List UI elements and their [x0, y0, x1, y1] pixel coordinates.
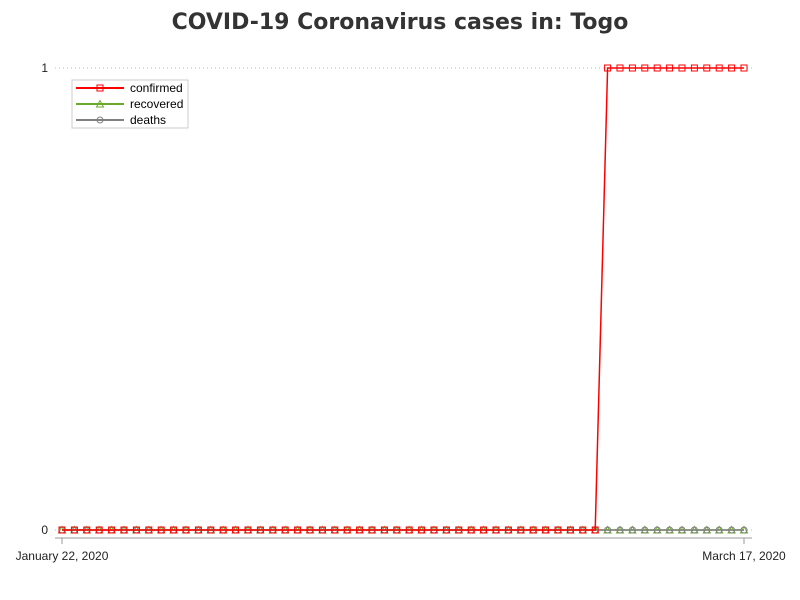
confirmed-point: [653, 64, 661, 72]
confirmed-point: [715, 64, 723, 72]
deaths-point: [616, 526, 624, 534]
confirmed-point: [405, 526, 413, 534]
deaths-point: [666, 526, 674, 534]
confirmed-point: [740, 64, 748, 72]
confirmed-point: [170, 526, 178, 534]
confirmed-point: [269, 526, 277, 534]
deaths-point: [653, 526, 661, 534]
series-confirmed: [58, 64, 748, 534]
confirmed-point: [343, 526, 351, 534]
confirmed-point: [442, 526, 450, 534]
legend-label: confirmed: [130, 81, 183, 95]
confirmed-point: [95, 526, 103, 534]
deaths-point: [703, 526, 711, 534]
confirmed-point: [318, 526, 326, 534]
confirmed-point: [281, 526, 289, 534]
confirmed-point: [157, 526, 165, 534]
confirmed-point: [467, 526, 475, 534]
legend-label: recovered: [130, 97, 183, 111]
confirmed-point: [58, 526, 66, 534]
series-layer: [57, 64, 749, 534]
confirmed-point: [331, 526, 339, 534]
confirmed-point: [480, 526, 488, 534]
axis-layer: 0 1 January 22, 2020 March 17, 2020: [16, 61, 786, 563]
chart-title: COVID-19 Coronavirus cases in: Togo: [171, 10, 629, 35]
legend-item-recovered: recovered: [76, 97, 183, 111]
confirmed-point: [579, 526, 587, 534]
x-tick-label: March 17, 2020: [702, 549, 786, 563]
deaths-point: [641, 526, 649, 534]
deaths-point: [604, 526, 612, 534]
confirmed-point: [393, 526, 401, 534]
legend-item-confirmed: confirmed: [76, 81, 183, 95]
confirmed-point: [70, 526, 78, 534]
x-tick-label: January 22, 2020: [16, 549, 109, 563]
confirmed-point: [604, 64, 612, 72]
confirmed-point: [232, 526, 240, 534]
confirmed-point: [108, 526, 116, 534]
confirmed-point: [566, 526, 574, 534]
confirmed-point: [182, 526, 190, 534]
legend-marker: [95, 99, 105, 108]
confirmed-point: [529, 526, 537, 534]
legend-marker: [96, 84, 104, 92]
y-tick-label: 0: [41, 523, 48, 537]
confirmed-point: [554, 526, 562, 534]
confirmed-point: [492, 526, 500, 534]
confirmed-point: [306, 526, 314, 534]
confirmed-point: [504, 526, 512, 534]
deaths-point: [728, 526, 736, 534]
legend-label: deaths: [130, 113, 166, 127]
confirmed-point: [728, 64, 736, 72]
confirmed-point: [678, 64, 686, 72]
confirmed-point: [616, 64, 624, 72]
legend-item-deaths: deaths: [76, 113, 166, 127]
confirmed-point: [380, 526, 388, 534]
legend-marker: [96, 116, 104, 124]
confirmed-point: [244, 526, 252, 534]
confirmed-point: [256, 526, 264, 534]
confirmed-point: [368, 526, 376, 534]
confirmed-point: [430, 526, 438, 534]
confirmed-point: [356, 526, 364, 534]
confirmed-point: [628, 64, 636, 72]
confirmed-point: [120, 526, 128, 534]
confirmed-point: [194, 526, 202, 534]
confirmed-point: [132, 526, 140, 534]
confirmed-point: [418, 526, 426, 534]
confirmed-point: [517, 526, 525, 534]
deaths-point: [715, 526, 723, 534]
confirmed-point: [207, 526, 215, 534]
confirmed-point: [542, 526, 550, 534]
confirmed-point: [690, 64, 698, 72]
confirmed-point: [666, 64, 674, 72]
grid-layer: [55, 67, 752, 531]
deaths-point: [628, 526, 636, 534]
confirmed-point: [294, 526, 302, 534]
confirmed-point: [591, 526, 599, 534]
confirmed-point: [83, 526, 91, 534]
legend: confirmed recovered deaths: [71, 79, 189, 129]
confirmed-point: [703, 64, 711, 72]
confirmed-point: [145, 526, 153, 534]
confirmed-point: [455, 526, 463, 534]
confirmed-line: [62, 67, 744, 531]
y-tick-label: 1: [41, 61, 48, 75]
deaths-point: [678, 526, 686, 534]
confirmed-point: [641, 64, 649, 72]
deaths-point: [740, 526, 748, 534]
confirmed-point: [219, 526, 227, 534]
deaths-point: [690, 526, 698, 534]
